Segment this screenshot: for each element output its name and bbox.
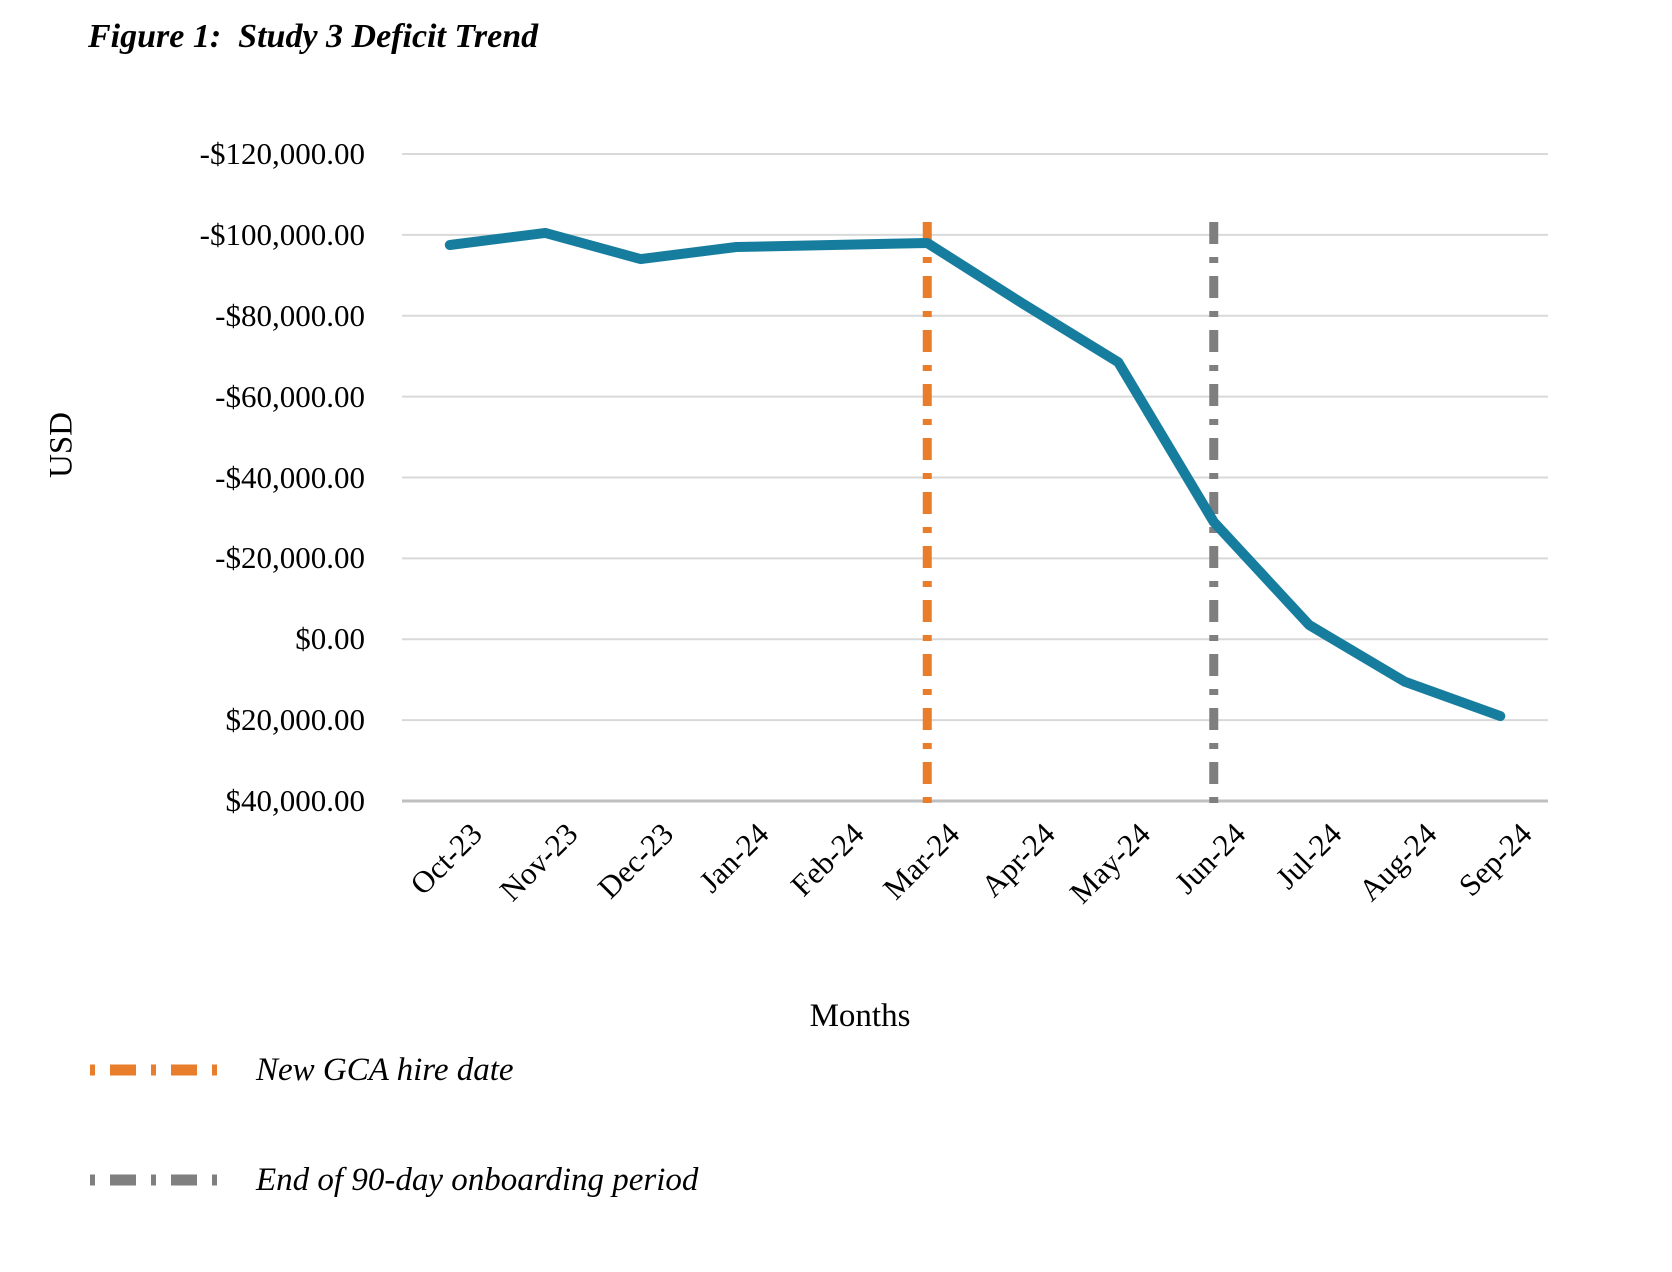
y-tick-label: -$100,000.00 — [199, 216, 365, 252]
y-tick-label: $0.00 — [295, 621, 365, 657]
hire-date-dashdot-swatch-icon — [90, 1064, 222, 1076]
legend-label-hire-date: New GCA hire date — [256, 1051, 514, 1088]
y-tick-label: -$80,000.00 — [215, 297, 365, 333]
onboarding-end-dashdot-swatch-icon — [90, 1174, 222, 1186]
y-tick-label: -$20,000.00 — [215, 540, 365, 576]
y-tick-label: $40,000.00 — [225, 783, 366, 818]
y-axis-title: USD — [43, 411, 80, 479]
y-tick-label: -$120,000.00 — [199, 136, 365, 171]
legend-item-hire-date: New GCA hire date — [88, 1048, 698, 1092]
y-tick-label: -$60,000.00 — [215, 378, 365, 414]
x-axis-title: Months — [809, 998, 911, 1034]
deficit-trend-line — [444, 227, 1506, 722]
y-tick-label: -$40,000.00 — [215, 459, 365, 495]
legend-label-onboarding-end: End of 90-day onboarding period — [256, 1161, 699, 1198]
chart-legend: New GCA hire date End of 90-day onboardi… — [88, 1048, 698, 1268]
figure-title: Figure 1: Study 3 Deficit Trend — [88, 18, 539, 55]
legend-item-onboarding-end: End of 90-day onboarding period — [88, 1158, 698, 1202]
y-tick-label: $20,000.00 — [225, 702, 366, 738]
